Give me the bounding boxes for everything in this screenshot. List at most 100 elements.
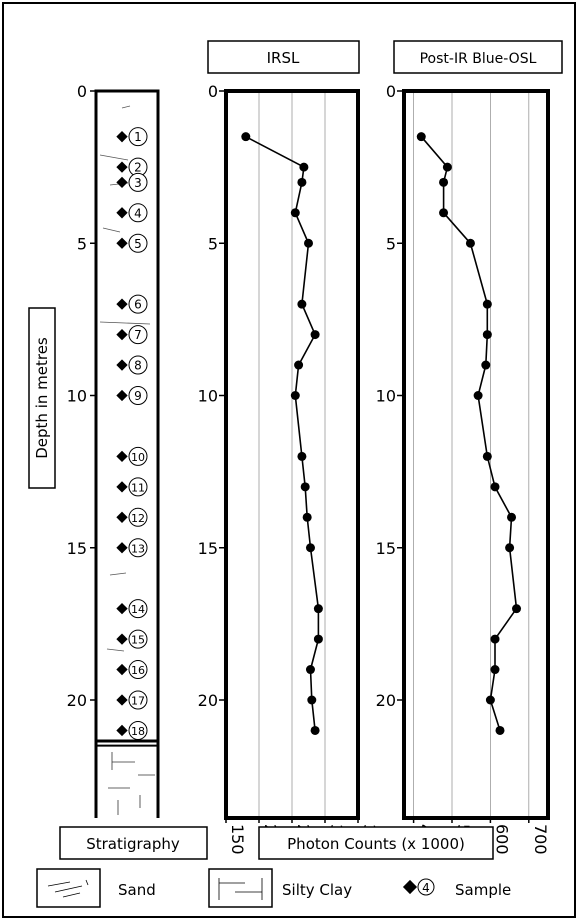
irsl-y-tick-label: 20 xyxy=(198,691,218,710)
irsl-data-point xyxy=(304,238,313,248)
blue-osl-data-point xyxy=(439,177,449,187)
sample-circle xyxy=(128,507,148,527)
irsl-y-tick-label: 10 xyxy=(198,387,218,406)
stratigraphy-label-box xyxy=(59,826,208,860)
blue-osl-data-point xyxy=(505,543,515,553)
irsl-data-point xyxy=(290,391,300,400)
legend-sample-label: Sample xyxy=(455,881,511,899)
blue-osl-data-point xyxy=(490,665,500,675)
sand-stroke xyxy=(99,321,151,325)
irsl-data-point xyxy=(310,725,320,735)
sample-number: 17 xyxy=(131,695,145,708)
blue-osl-data-point xyxy=(465,238,475,248)
irsl-data-point xyxy=(313,634,323,644)
sand-stroke xyxy=(109,572,127,576)
blue-osl-data-point xyxy=(490,634,500,644)
legend-sand-swatch xyxy=(36,868,101,908)
irsl-x-tick-label: 150 xyxy=(228,824,247,855)
sample-number: 9 xyxy=(134,389,142,403)
sample-circle xyxy=(128,127,148,147)
stratigraphy-tick-label: 0 xyxy=(77,82,87,101)
irsl-data-point xyxy=(307,695,317,705)
irsl-data-point xyxy=(297,451,307,461)
irsl-data-point xyxy=(310,330,320,340)
irsl-data-point xyxy=(313,604,323,614)
sample-circle xyxy=(128,660,148,680)
blue-osl-y-tick-label: 20 xyxy=(376,691,396,710)
sample-marker: 1 xyxy=(116,127,148,147)
blue-osl-data-point xyxy=(485,695,495,705)
sample-number: 11 xyxy=(131,481,145,494)
blue-osl-data-point xyxy=(512,604,522,614)
blue-osl-data-point xyxy=(495,725,505,735)
sample-circle xyxy=(128,538,148,558)
sample-number: 13 xyxy=(131,542,145,555)
stratigraphy-tick-label: 15 xyxy=(67,539,87,558)
sample-number: 1 xyxy=(134,130,142,144)
sample-circle xyxy=(128,386,148,405)
sample-circle xyxy=(128,325,148,345)
irsl-title: IRSL xyxy=(267,49,300,67)
irsl-data-point xyxy=(302,512,312,522)
irsl-y-tick-label: 5 xyxy=(208,234,218,253)
stratigraphy-tick-label: 5 xyxy=(77,234,87,253)
stratigraphy-tick-label: 20 xyxy=(67,691,87,710)
sample-circle xyxy=(128,720,148,740)
sample-circle xyxy=(128,629,148,649)
sample-number: 8 xyxy=(134,359,142,373)
irsl-data-point xyxy=(297,299,307,309)
blue-osl-data-point xyxy=(490,482,500,492)
irsl-plot: 05101520150200250300350 xyxy=(198,82,379,855)
blue-osl-y-tick-label: 5 xyxy=(386,234,396,253)
sample-circle xyxy=(128,446,148,466)
sand-stroke xyxy=(121,105,131,109)
sand-stroke xyxy=(106,648,125,652)
sample-number: 3 xyxy=(134,176,142,190)
blue-osl-data-point xyxy=(482,330,492,340)
blue-osl-data-point xyxy=(482,299,492,309)
sample-number: 4 xyxy=(134,206,142,220)
sample-circle xyxy=(128,294,148,314)
irsl-data-point xyxy=(300,482,310,492)
stratigraphy-tick-label: 10 xyxy=(67,387,87,406)
irsl-y-tick-label: 0 xyxy=(208,82,218,101)
stratigraphy-label: Stratigraphy xyxy=(86,835,180,853)
sample-marker: 3 xyxy=(116,172,148,192)
blue-osl-y-tick-label: 10 xyxy=(376,387,396,406)
sample-circle xyxy=(128,233,148,253)
blue-osl-data-point xyxy=(416,132,426,142)
stratigraphy-ticks: 0 5 10 15 20 xyxy=(67,82,158,747)
sample-number: 10 xyxy=(131,451,145,464)
legend-sample-circle xyxy=(417,878,435,896)
legend-silty-clay-label: Silty Clay xyxy=(282,881,352,899)
legend-sand-label: Sand xyxy=(118,881,156,899)
legend-sample-number: 4 xyxy=(422,881,430,895)
blue-osl-data-point xyxy=(473,391,483,400)
photon-counts-label-box xyxy=(258,826,494,860)
sand-stroke xyxy=(99,154,129,161)
y-axis-label: Depth in metres xyxy=(33,337,51,459)
sample-circle xyxy=(128,599,148,619)
irsl-y-tick-label: 15 xyxy=(198,539,218,558)
sample-circle xyxy=(128,172,148,192)
sand-stroke xyxy=(102,227,121,233)
sample-circle xyxy=(128,690,148,710)
blue-osl-data-point xyxy=(507,512,517,522)
irsl-data-point xyxy=(297,177,307,187)
sample-number: 2 xyxy=(134,161,142,175)
irsl-data-point xyxy=(305,543,315,553)
blue-osl-x-tick-label: 600 xyxy=(492,824,511,855)
blue-osl-y-tick-label: 0 xyxy=(386,82,396,101)
sample-marker: 18 xyxy=(116,720,148,740)
legend-silty-clay-swatch xyxy=(208,868,273,908)
sample-number: 16 xyxy=(131,664,145,677)
photon-counts-label: Photon Counts (x 1000) xyxy=(287,835,465,853)
blue-osl-title-box xyxy=(393,40,563,74)
legend-sand-stroke xyxy=(62,892,81,898)
blue-osl-x-tick-label: 700 xyxy=(531,824,550,855)
sample-circle xyxy=(128,203,148,223)
stratigraphy-column-frame xyxy=(94,89,160,743)
legend-sand-stroke xyxy=(54,885,83,893)
